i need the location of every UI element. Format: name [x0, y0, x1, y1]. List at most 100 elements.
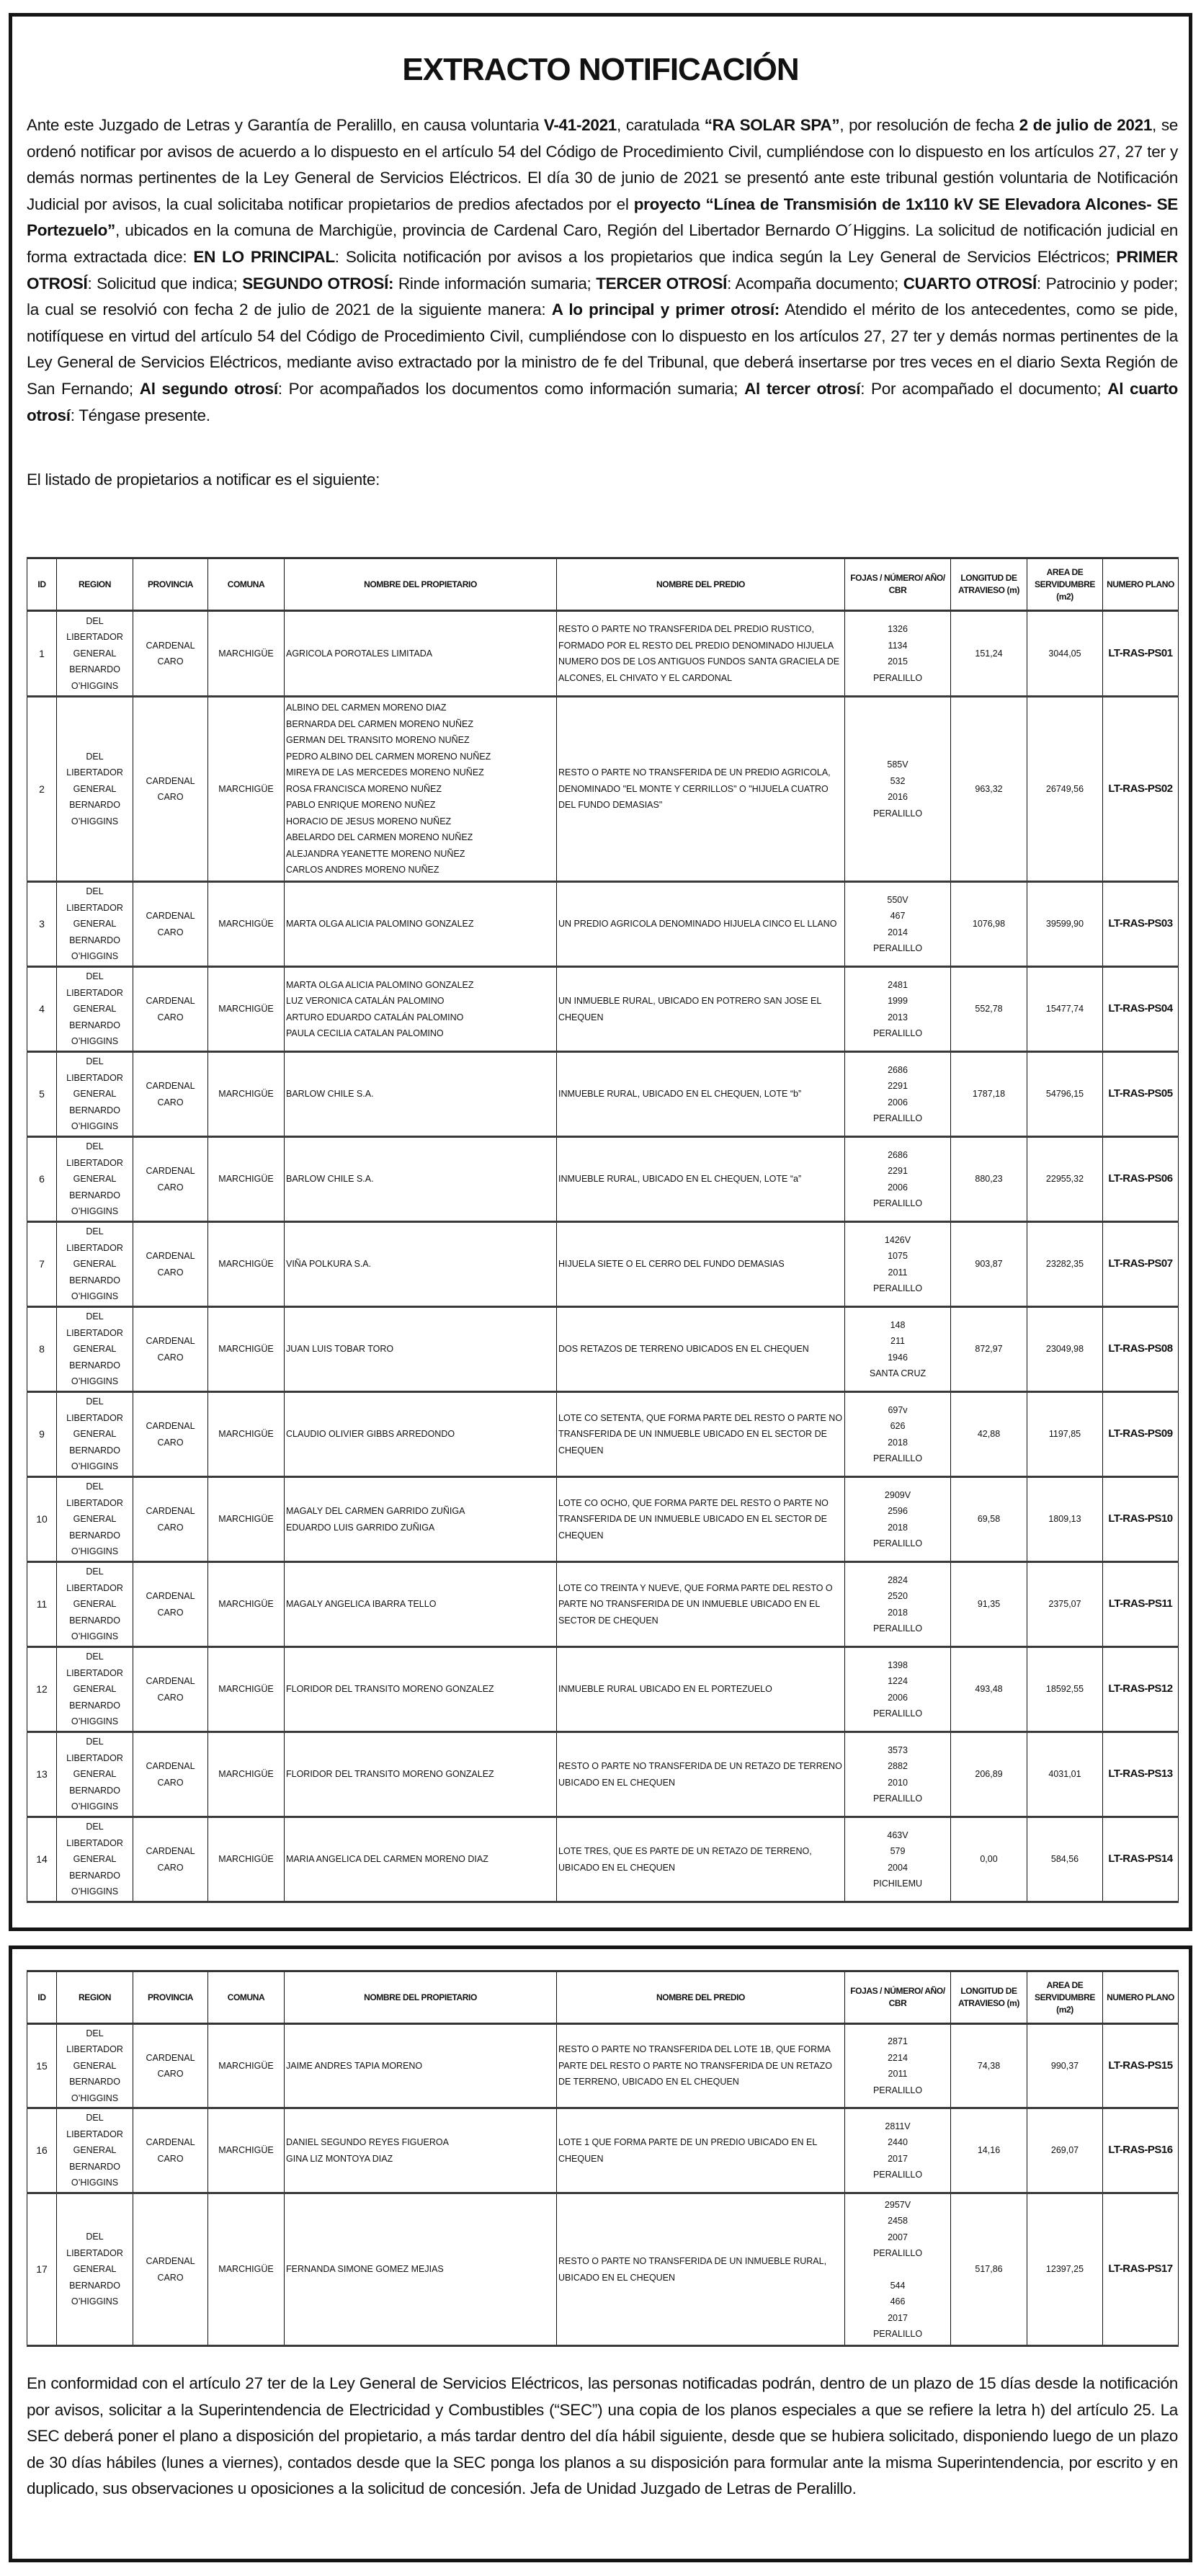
cell-comuna: MARCHIGÜE	[207, 2023, 285, 2108]
cell-provincia: CARDENAL CARO	[133, 1136, 208, 1222]
cell-comuna: MARCHIGÜE	[207, 1561, 285, 1647]
owner-name: MAGALY DEL CARMEN GARRIDO ZUÑIGA	[286, 1506, 465, 1516]
fojas-line: 2824	[888, 1574, 908, 1585]
cell-area: 1809,13	[1027, 1476, 1103, 1562]
cell-area: 2375,07	[1027, 1561, 1103, 1647]
table-header: ID REGION PROVINCIA COMUNA NOMBRE DEL PROPIE…	[27, 1971, 1179, 2024]
cell-longitud: 880,23	[950, 1136, 1027, 1222]
cell-fojas: 3573 2882 2010 PERALILLO	[844, 1732, 951, 1817]
fojas-line: 2006	[888, 1182, 908, 1193]
cell-comuna: MARCHIGÜE	[207, 696, 285, 882]
intro-text-segment: Atendido el mérito de los antecedentes, …	[27, 300, 1178, 398]
cell-comuna: MARCHIGÜE	[207, 1732, 285, 1817]
cell-provincia: CARDENAL CARO	[133, 1817, 208, 1902]
column-header-fojas: FOJAS / NÚMERO/ AÑO/ CBR	[844, 558, 951, 611]
cell-longitud: 903,87	[950, 1221, 1027, 1307]
cell-comuna: MARCHIGÜE	[207, 1221, 285, 1307]
owner-name: PAULA CECILIA CATALAN PALOMINO	[286, 1028, 444, 1038]
cell-region: DEL LIBERTADOR GENERAL BERNARDO O’HIGGIN…	[56, 966, 133, 1052]
intro-bold-segment: PRIMER OTROSÍ	[27, 247, 1178, 293]
intro-text-segment: : Patrocinio y poder; la cual se resolvi…	[27, 274, 1178, 319]
intro-bold-segment: Al cuarto otrosí	[27, 379, 1178, 424]
fojas-line: 2011	[888, 1267, 908, 1278]
cell-plano: LT-RAS-PS14	[1102, 1817, 1179, 1902]
fojas-line: 2596	[888, 1506, 908, 1516]
fojas-line: 148	[890, 1319, 906, 1330]
cell-area: 269,07	[1027, 2108, 1103, 2193]
cell-plano: LT-RAS-PS06	[1102, 1136, 1179, 1222]
listing-intro: El listado de propietarios a notificar e…	[27, 471, 380, 489]
fojas-line: 1134	[888, 640, 908, 651]
cell-provincia: CARDENAL CARO	[133, 1306, 208, 1392]
fojas-line: PERALILLO	[872, 1113, 923, 1123]
fojas-line: 532	[890, 775, 906, 786]
cell-fojas: 2909V 2596 2018 PERALILLO	[844, 1476, 951, 1562]
cell-predio: UN INMUEBLE RURAL, UBICADO EN POTRERO SA…	[556, 966, 845, 1052]
cell-comuna: MARCHIGÜE	[207, 1817, 285, 1902]
cell-longitud: 74,38	[950, 2023, 1027, 2108]
cell-predio: LOTE CO TREINTA Y NUEVE, QUE FORMA PARTE…	[556, 1561, 845, 1647]
cell-area: 1197,85	[1027, 1391, 1103, 1477]
owner-name: DANIEL SEGUNDO REYES FIGUEROA	[286, 2137, 449, 2147]
cell-id: 6	[27, 1136, 57, 1222]
fojas-line: 2686	[888, 1064, 908, 1075]
fojas-line: 2018	[888, 1522, 908, 1533]
column-header-predio: NOMBRE DEL PREDIO	[556, 1971, 845, 2024]
cell-area: 584,56	[1027, 1817, 1103, 1902]
fojas-line: PERALILLO	[872, 808, 923, 819]
cell-plano: LT-RAS-PS17	[1102, 2193, 1179, 2346]
owner-name: PABLO ENRIQUE MORENO NUÑEZ	[286, 800, 436, 811]
cell-id: 13	[27, 1732, 57, 1817]
cell-predio: LOTE CO OCHO, QUE FORMA PARTE DEL RESTO …	[556, 1476, 845, 1562]
cell-id: 5	[27, 1051, 57, 1137]
cell-plano: LT-RAS-PS10	[1102, 1476, 1179, 1562]
cell-region: DEL LIBERTADOR GENERAL BERNARDO O’HIGGIN…	[56, 610, 133, 697]
fojas-line: 1075	[888, 1251, 908, 1261]
cell-provincia: CARDENAL CARO	[133, 1732, 208, 1817]
intro-text-segment: : Téngase presente.	[70, 406, 210, 424]
fojas-line: PERALILLO	[872, 1283, 923, 1293]
fojas-line: PERALILLO	[872, 1623, 923, 1634]
owner-name: JAIME ANDRES TAPIA MORENO	[286, 2060, 423, 2071]
cell-predio: RESTO O PARTE NO TRANSFERIDA DE UN PREDI…	[556, 696, 845, 882]
fojas-line: 2007	[888, 2232, 908, 2242]
column-header-id: ID	[27, 558, 57, 611]
cell-id: 1	[27, 610, 57, 697]
cell-id: 4	[27, 966, 57, 1052]
cell-fojas: 463V 579 2004 PICHILEMU	[844, 1817, 951, 1902]
cell-comuna: MARCHIGÜE	[207, 1391, 285, 1477]
cell-region: DEL LIBERTADOR GENERAL BERNARDO O’HIGGIN…	[56, 2023, 133, 2108]
intro-text-segment: , se ordenó notificar por avisos de acue…	[27, 116, 1178, 213]
cell-predio: RESTO O PARTE NO TRANSFERIDA DE UN RETAZ…	[556, 1732, 845, 1817]
fojas-line: 3573	[888, 1744, 908, 1755]
cell-area: 18592,55	[1027, 1646, 1103, 1732]
cell-fojas: 2824 2520 2018 PERALILLO	[844, 1561, 951, 1647]
owner-name: FLORIDOR DEL TRANSITO MORENO GONZALEZ	[286, 1769, 494, 1780]
cell-comuna: MARCHIGÜE	[207, 1306, 285, 1392]
fojas-line: 2686	[888, 1149, 908, 1160]
cell-area: 22955,32	[1027, 1136, 1103, 1222]
fojas-line: 1398	[888, 1659, 908, 1670]
fojas-line: 2015	[888, 656, 908, 667]
intro-text-segment: Rinde información sumaria;	[393, 274, 597, 293]
fojas-line: 1426V	[884, 1234, 911, 1245]
owners-table-2: ID REGION PROVINCIA COMUNA NOMBRE DEL PROPIE…	[27, 1970, 1179, 2347]
cell-plano: LT-RAS-PS16	[1102, 2108, 1179, 2193]
fojas-line: 2291	[888, 1081, 908, 1091]
cell-id: 7	[27, 1221, 57, 1307]
cell-area: 12397,25	[1027, 2193, 1103, 2346]
cell-area: 23282,35	[1027, 1221, 1103, 1307]
column-header-comuna: COMUNA	[207, 1971, 285, 2024]
cell-predio: RESTO O PARTE NO TRANSFERIDA DEL PREDIO …	[556, 610, 845, 697]
fojas-line: 2440	[888, 2137, 908, 2147]
owner-name: HORACIO DE JESUS MORENO NUÑEZ	[286, 816, 452, 826]
cell-id: 16	[27, 2108, 57, 2193]
owner-name: EDUARDO LUIS GARRIDO ZUÑIGA	[286, 1522, 435, 1533]
column-header-fojas: FOJAS / NÚMERO/ AÑO/ CBR	[844, 1971, 951, 2024]
cell-plano: LT-RAS-PS02	[1102, 696, 1179, 882]
fojas-line: 2481	[888, 979, 908, 990]
fojas-line: 2871	[888, 2036, 908, 2046]
owner-name: ROSA FRANCISCA MORENO NUÑEZ	[286, 783, 442, 794]
header-row: ID REGION PROVINCIA COMUNA NOMBRE DEL PROPIE…	[27, 558, 1179, 611]
cell-area: 26749,56	[1027, 696, 1103, 882]
